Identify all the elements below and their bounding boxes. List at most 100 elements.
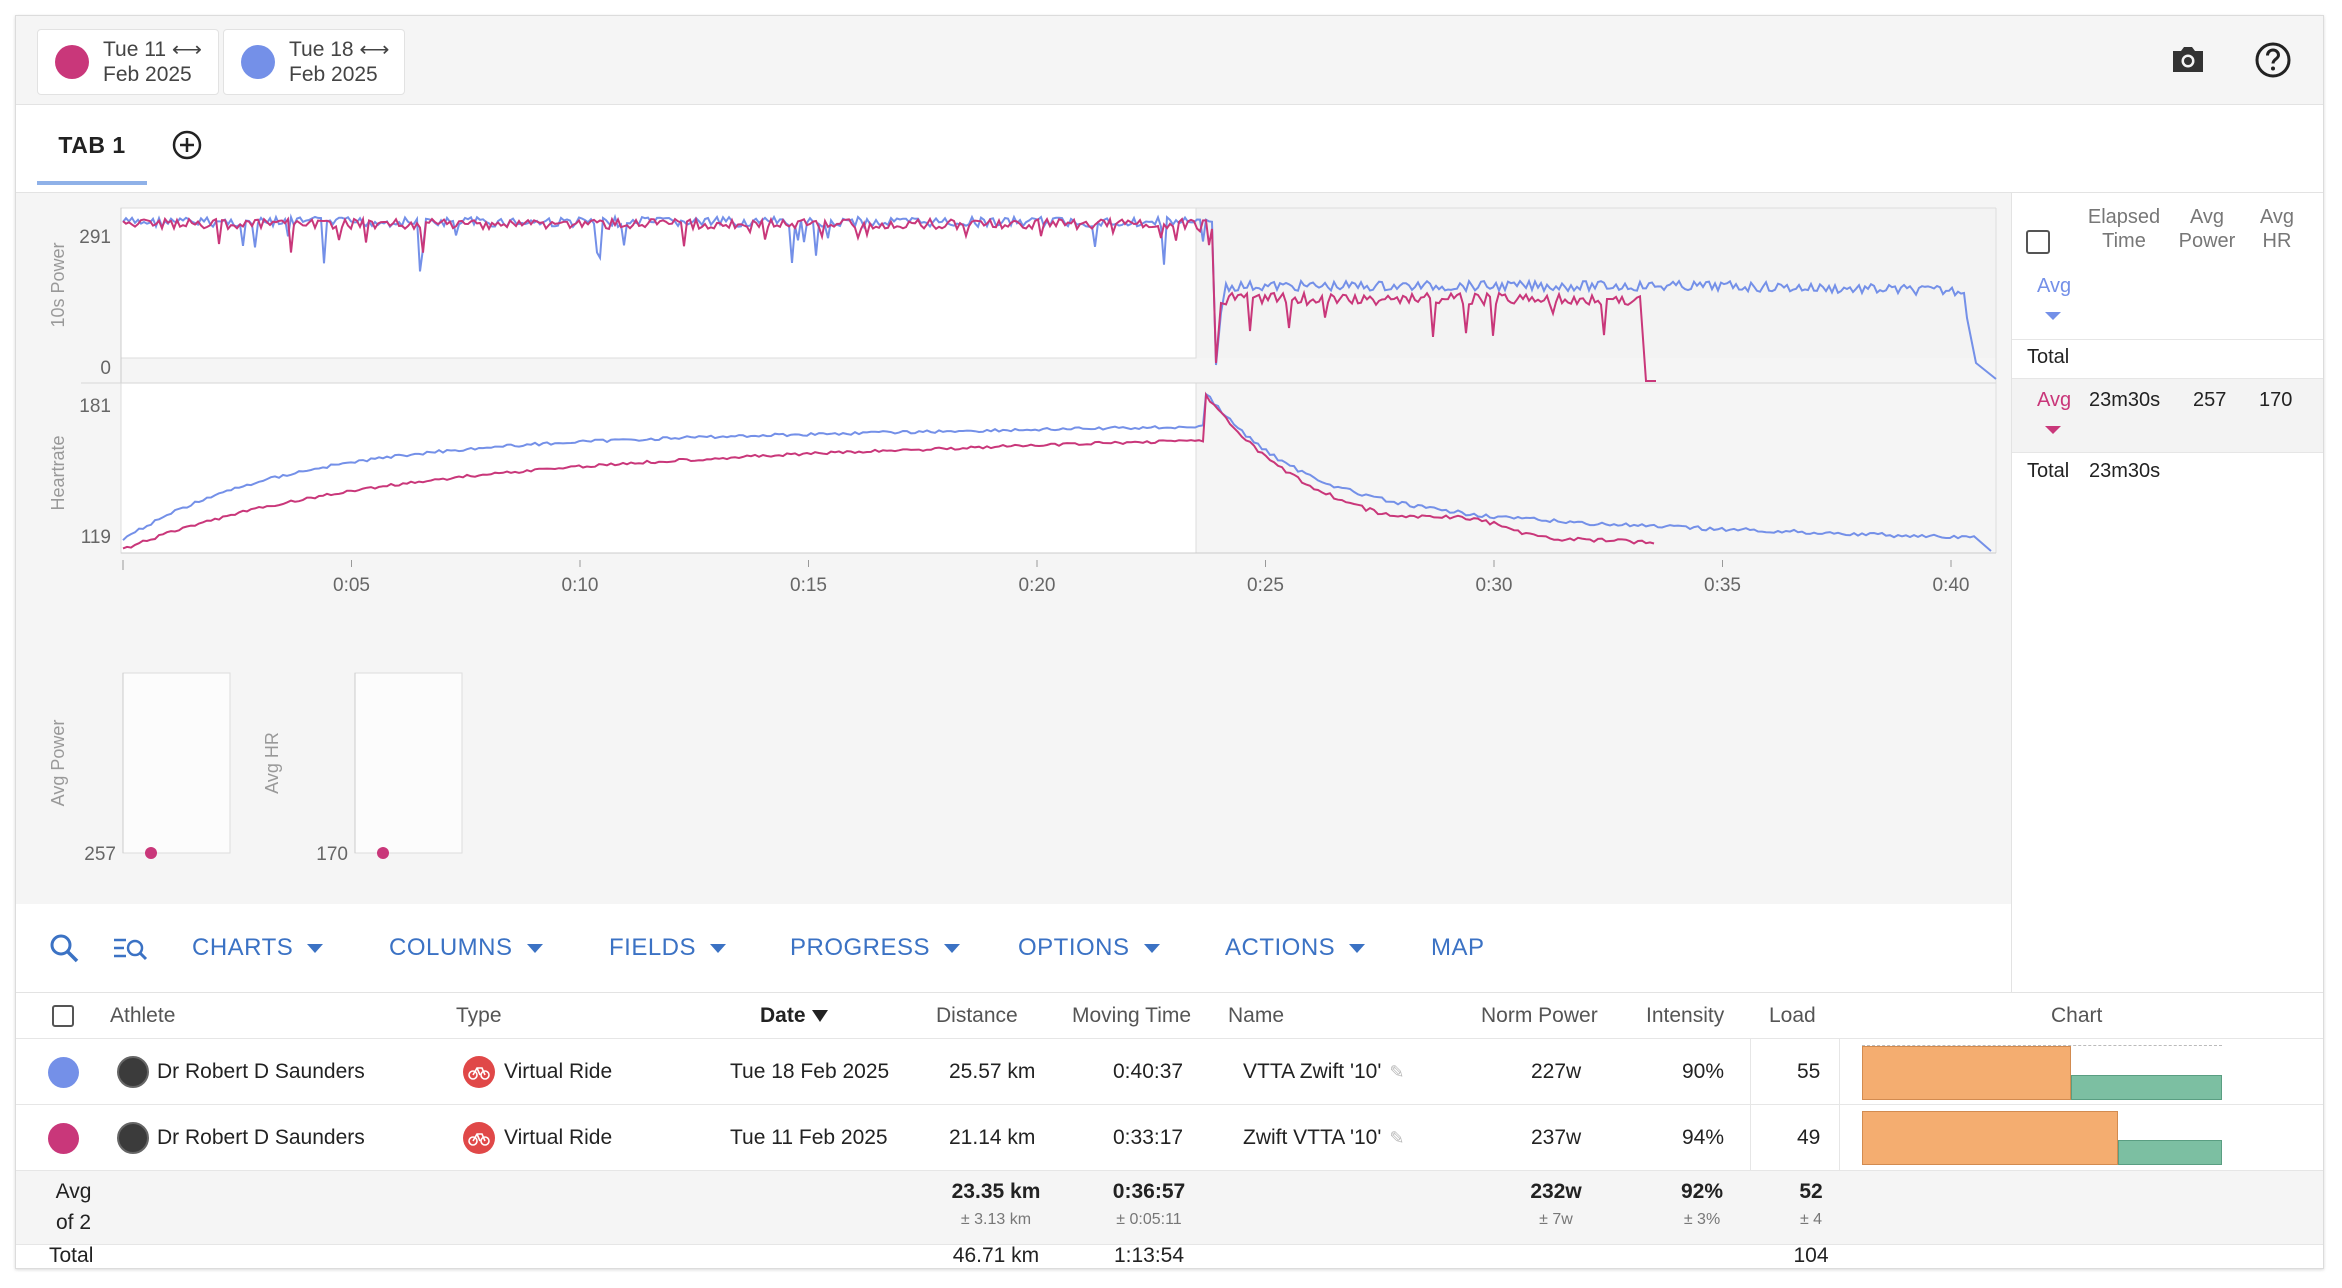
avg-norm-power: 232w	[1530, 1180, 1582, 1203]
load-bar-green	[2117, 1140, 2222, 1165]
avg-hr-value: 170	[316, 844, 348, 865]
progress-menu[interactable]: PROGRESS	[790, 904, 961, 992]
header-name[interactable]: Name	[1228, 1003, 1285, 1027]
activity-name[interactable]: VTTA Zwift '10'	[1243, 1060, 1382, 1083]
row-color-dot[interactable]	[48, 1039, 79, 1105]
select-all-checkbox[interactable]	[2026, 230, 2050, 254]
column-separator	[1750, 1038, 1751, 1170]
date-cell: Tue 18 Feb 2025	[730, 1060, 890, 1083]
name-cell[interactable]: VTTA Zwift '10' ✎	[1243, 1039, 1404, 1105]
moving-time-cell: 0:40:37	[1113, 1060, 1184, 1083]
col-elapsed-time[interactable]: Elapsed Time	[2087, 206, 2161, 252]
load-bar-chart	[1862, 1044, 2222, 1100]
x-tick-label: 0:25	[1247, 575, 1284, 596]
pencil-icon[interactable]: ✎	[1389, 1061, 1405, 1082]
blue-total-label: Total	[2027, 346, 2070, 368]
hr-min-tick: 119	[81, 527, 111, 548]
columns-menu[interactable]: COLUMNS	[389, 904, 543, 992]
athlete-cell[interactable]: Dr Robert D Saunders	[117, 1039, 365, 1105]
athlete-cell[interactable]: Dr Robert D Saunders	[117, 1105, 365, 1171]
actions-menu-label: ACTIONS	[1225, 934, 1336, 961]
col-avg-hr[interactable]: Avg HR	[2259, 206, 2295, 252]
filter-search-icon[interactable]	[111, 904, 149, 992]
pink-caret-icon[interactable]	[2045, 426, 2061, 434]
athlete-name: Dr Robert D Saunders	[157, 1126, 365, 1149]
avg-load-sd: ± 4	[1799, 1211, 1823, 1228]
total-label: Total	[49, 1244, 94, 1267]
total-load: 104	[1793, 1244, 1829, 1267]
power-line-pink	[122, 215, 1656, 382]
load-bar-chart	[1862, 1111, 2222, 1165]
name-cell[interactable]: Zwift VTTA '10' ✎	[1243, 1105, 1404, 1171]
blue-avg-label[interactable]: Avg	[2037, 275, 2072, 297]
header-load[interactable]: Load	[1769, 1003, 1816, 1027]
header-checkbox[interactable]	[52, 993, 74, 1038]
pink-total-label: Total	[2027, 460, 2070, 482]
avg-hr-label: Avg HR	[262, 732, 282, 794]
help-icon[interactable]	[2249, 36, 2297, 84]
distance-cell: 21.14 km	[949, 1126, 1036, 1149]
search-icon[interactable]	[46, 904, 82, 992]
charts-svg[interactable]: 10s Power 291 0 Heartrate 181 119 0:05 0:…	[16, 193, 2011, 903]
app-window: Tue 11 ⟷ Feb 2025 Tue 18 ⟷ Feb 2025 TAB 1	[15, 15, 2324, 1269]
row-color-dot[interactable]	[48, 1105, 79, 1171]
header-moving-time[interactable]: Moving Time	[1072, 1003, 1192, 1027]
date-chip-feb-18[interactable]: Tue 18 ⟷ Feb 2025	[223, 29, 405, 95]
camera-icon[interactable]	[2164, 36, 2212, 84]
table-row[interactable]: Dr Robert D Saunders Virtual Ride Tue 11…	[16, 1104, 2323, 1171]
add-tab-icon[interactable]	[169, 127, 205, 163]
x-tick-label: 0:30	[1476, 575, 1513, 596]
avg-load: 52	[1799, 1180, 1823, 1203]
sort-down-icon	[811, 1009, 828, 1022]
avg-hr-point[interactable]	[377, 847, 389, 859]
x-axis-ticks: 0:05 0:10 0:15 0:20 0:25 0:30 0:35 0:40	[122, 560, 1969, 596]
x-tick-label: 0:05	[333, 575, 370, 596]
top-bar: Tue 11 ⟷ Feb 2025 Tue 18 ⟷ Feb 2025	[16, 16, 2323, 105]
avg-intensity: 92%	[1680, 1180, 1724, 1203]
tab-1[interactable]: TAB 1	[58, 131, 126, 158]
header-date[interactable]: Date	[760, 993, 828, 1038]
activity-name[interactable]: Zwift VTTA '10'	[1243, 1126, 1382, 1149]
blue-caret-icon[interactable]	[2045, 312, 2061, 320]
map-button[interactable]: MAP	[1431, 904, 1485, 992]
fields-menu[interactable]: FIELDS	[609, 904, 727, 992]
chevron-down-icon	[307, 943, 324, 953]
select-all-rows-checkbox[interactable]	[52, 1004, 74, 1027]
actions-menu[interactable]: ACTIONS	[1225, 904, 1366, 992]
col-avg-power[interactable]: Avg Power	[2178, 206, 2236, 252]
norm-power-cell: 237w	[1531, 1126, 1582, 1149]
avg-power-box	[122, 672, 231, 854]
header-athlete[interactable]: Athlete	[110, 1003, 176, 1027]
header-distance[interactable]: Distance	[936, 1003, 1018, 1027]
table-row[interactable]: Dr Robert D Saunders Virtual Ride Tue 18…	[16, 1038, 2323, 1105]
chevron-down-icon	[710, 943, 727, 953]
distance-cell: 25.57 km	[949, 1060, 1036, 1083]
total-distance: 46.71 km	[952, 1244, 1040, 1267]
power-axis-label: 10s Power	[48, 242, 68, 327]
total-row: Total 46.71 km 1:13:54 104	[16, 1244, 2323, 1268]
avg-intensity-sd: ± 3%	[1683, 1211, 1721, 1228]
charts-menu-label: CHARTS	[192, 934, 294, 961]
options-menu[interactable]: OPTIONS	[1018, 904, 1160, 992]
tab-bar: TAB 1	[16, 105, 2323, 193]
chevron-down-icon	[1143, 943, 1160, 953]
header-date-label: Date	[760, 1003, 806, 1027]
header-chart[interactable]: Chart	[2051, 1003, 2103, 1027]
bike-icon	[463, 1056, 495, 1088]
type-label: Virtual Ride	[504, 1126, 613, 1149]
avg-power-point[interactable]	[145, 847, 157, 859]
avg-power-label: Avg Power	[48, 720, 68, 807]
date-chip-feb-11[interactable]: Tue 11 ⟷ Feb 2025	[37, 29, 219, 95]
pencil-icon[interactable]: ✎	[1389, 1127, 1405, 1148]
header-norm-power[interactable]: Norm Power	[1481, 1003, 1598, 1027]
moving-time-cell: 0:33:17	[1113, 1126, 1184, 1149]
load-bar-orange	[1862, 1045, 2071, 1100]
total-moving-time: 1:13:54	[1113, 1244, 1185, 1267]
load-bar-green	[2070, 1074, 2222, 1100]
charts-menu[interactable]: CHARTS	[192, 904, 324, 992]
pink-avg-label[interactable]: Avg	[2037, 389, 2072, 411]
power-max-tick: 291	[79, 227, 111, 248]
header-intensity[interactable]: Intensity	[1646, 1003, 1725, 1027]
average-row: Avg of 2 23.35 km ± 3.13 km 0:36:57 ± 0:0…	[16, 1170, 2323, 1245]
header-type[interactable]: Type	[456, 1003, 502, 1027]
